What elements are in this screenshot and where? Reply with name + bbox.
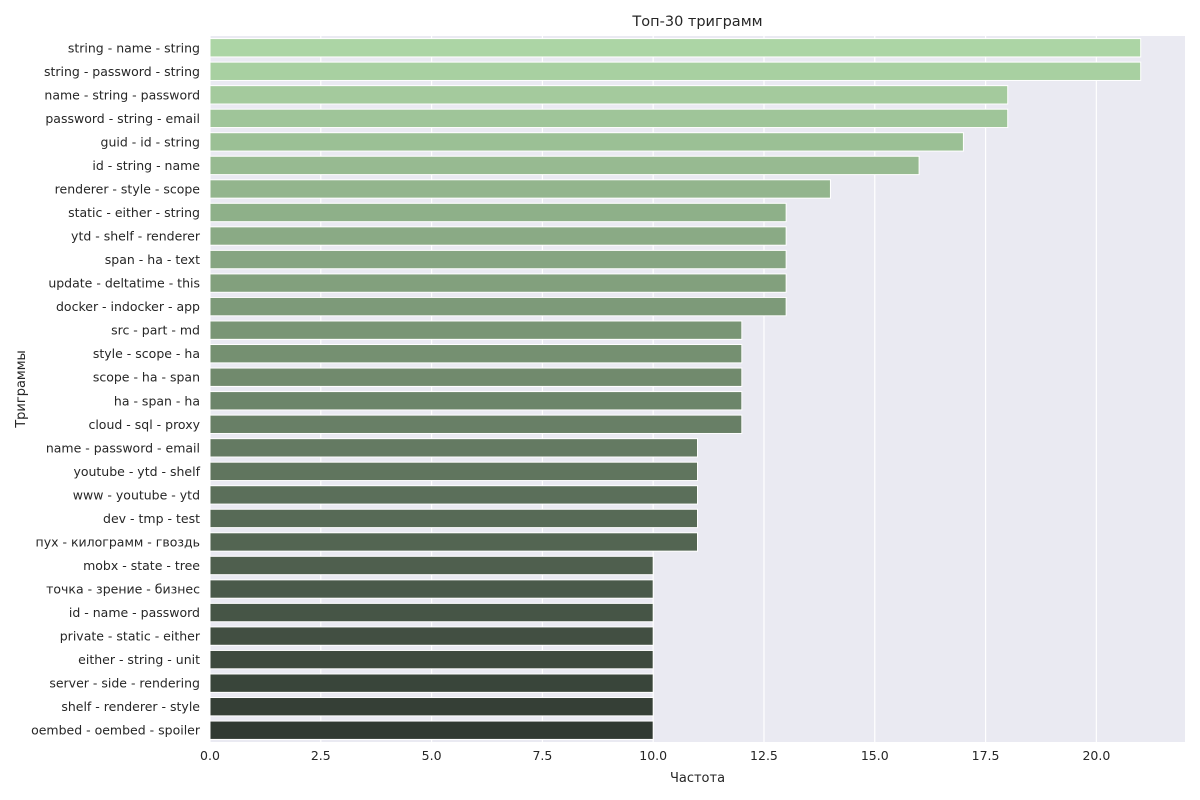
bar [209,720,654,740]
y-tick-labels: string - name - string string - password … [31,40,201,737]
x-tick-label: 10.0 [639,748,667,763]
y-tick-label: scope - ha - span [93,370,200,385]
chart-title: Топ-30 триграмм [631,14,762,30]
y-tick-label: пух - килограмм - гвоздь [36,534,200,549]
y-tick-label: shelf - renderer - style [61,699,200,714]
x-tick-label: 17.5 [972,748,1000,763]
x-tick-label: 5.0 [422,748,442,763]
y-tick-label: src - part - md [111,323,200,338]
bar [209,602,654,623]
x-tick-label: 15.0 [861,748,889,763]
bar [209,367,743,387]
x-tick-labels: 0.0 2.5 5.0 7.5 10.0 12.5 15.0 17.5 20.0 [200,748,1110,763]
y-tick-label: server - side - rendering [49,676,200,691]
y-tick-label: mobx - state - tree [83,558,200,573]
bar [209,85,1009,105]
bar [209,132,964,152]
x-tick-label: 2.5 [311,748,331,763]
bar [209,697,654,717]
y-tick-label: renderer - style - scope [55,181,201,196]
bar [209,344,743,364]
y-tick-label: private - static - either [60,629,201,644]
y-tick-label: static - either - string [68,205,200,220]
bar [209,485,698,505]
bar [209,555,654,576]
y-axis-title: Триграммы [14,350,29,429]
y-tick-label: name - string - password [44,87,200,102]
y-tick-label: style - scope - ha [93,346,200,361]
y-tick-label: span - ha - text [105,252,200,267]
bar [209,108,1009,129]
y-tick-label: docker - indocker - app [56,299,200,314]
bar [209,296,787,317]
bars [209,38,1142,740]
y-tick-label: string - password - string [44,64,200,79]
y-tick-label: password - string - email [45,111,200,126]
bar [209,249,787,270]
y-tick-label: ha - span - ha [114,393,200,408]
bar [209,532,698,552]
y-tick-label: youtube - ytd - shelf [73,464,200,479]
bar [209,202,787,223]
x-tick-label: 20.0 [1082,748,1110,763]
x-axis-title: Частота [670,771,725,786]
x-tick-label: 7.5 [532,748,552,763]
bar [209,273,787,293]
bar [209,226,787,246]
bar [209,438,698,458]
y-tick-label: id - string - name [92,158,200,173]
y-tick-label: точка - зрение - бизнес [46,582,200,597]
bar [209,579,654,599]
grid-lines [209,36,1097,742]
bar [209,626,654,646]
x-tick-label: 0.0 [200,748,220,763]
y-tick-label: id - name - password [69,605,200,620]
x-tick-label: 12.5 [750,748,778,763]
bar [209,414,743,434]
y-tick-label: guid - id - string [101,134,200,149]
bar [209,155,920,176]
y-tick-label: cloud - sql - proxy [88,417,200,432]
bar [209,461,698,482]
y-tick-label: www - youtube - ytd [73,487,200,502]
y-tick-label: update - deltatime - this [48,276,200,291]
plot-area [210,36,1185,742]
y-tick-label: either - string - unit [78,652,200,667]
bar [209,38,1142,58]
bar [209,391,743,411]
bar [209,673,654,693]
bar [209,649,654,670]
bar [209,179,831,199]
bar [209,508,698,529]
bar [209,320,743,340]
y-tick-label: string - name - string [68,40,200,55]
y-tick-label: ytd - shelf - renderer [71,229,201,244]
y-tick-label: dev - tmp - test [103,511,200,526]
y-tick-label: name - password - email [46,440,200,455]
bar [209,61,1142,81]
y-tick-label: oembed - oembed - spoiler [31,723,201,738]
